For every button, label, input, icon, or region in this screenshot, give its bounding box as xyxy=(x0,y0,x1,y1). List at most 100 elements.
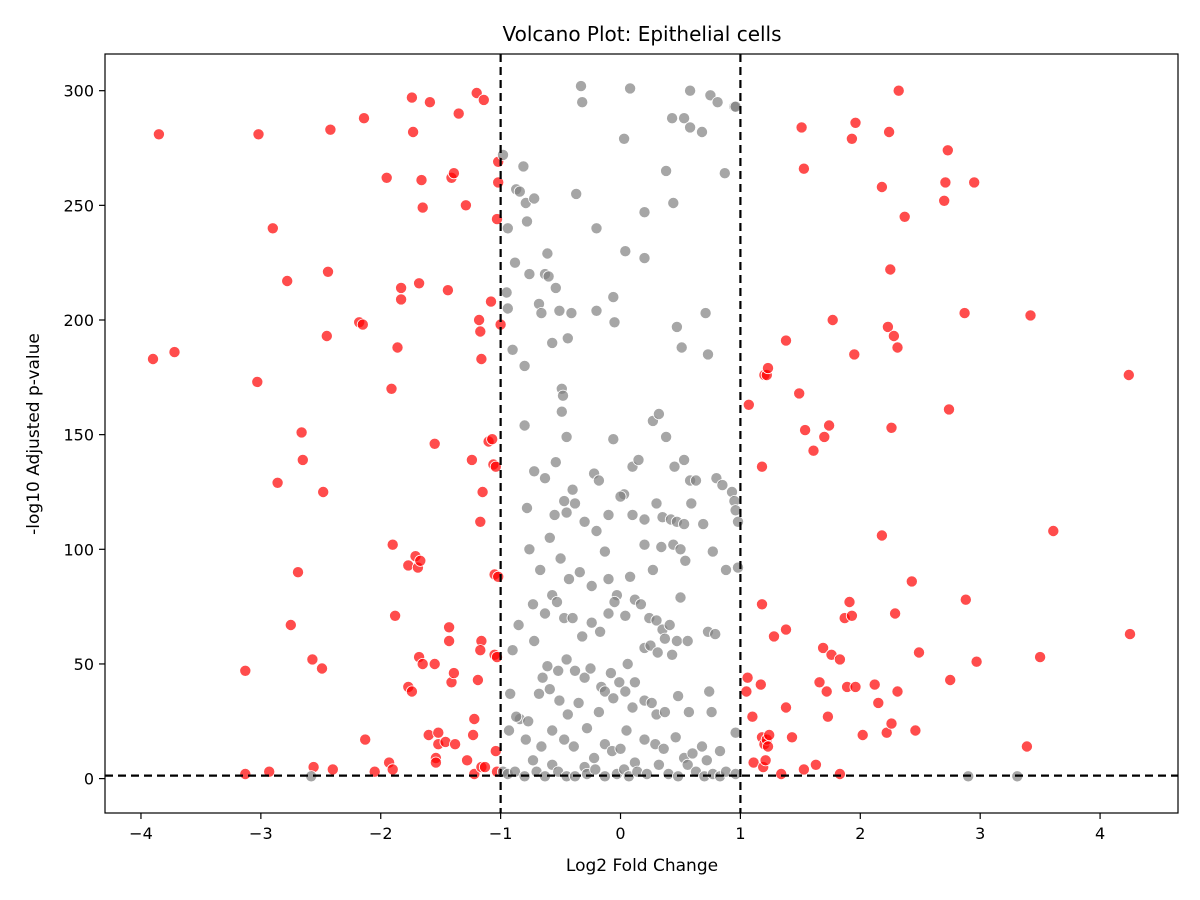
non-significant-point xyxy=(646,563,659,576)
non-significant-point xyxy=(614,742,627,755)
non-significant-point xyxy=(652,758,665,771)
significant-point xyxy=(357,112,370,125)
non-significant-point xyxy=(508,256,521,269)
non-significant-point xyxy=(549,281,562,294)
non-significant-point xyxy=(638,733,651,746)
significant-point xyxy=(478,761,491,774)
significant-point xyxy=(826,313,839,326)
significant-point xyxy=(492,570,505,583)
non-significant-point xyxy=(558,495,571,508)
non-significant-point xyxy=(613,676,626,689)
x-tick-label: −2 xyxy=(369,824,393,843)
non-significant-point xyxy=(699,307,712,320)
non-significant-point xyxy=(528,192,541,205)
significant-point xyxy=(416,201,429,214)
significant-point xyxy=(817,641,830,654)
non-significant-point xyxy=(585,616,598,629)
non-significant-point xyxy=(528,465,541,478)
plot-frame xyxy=(104,53,1179,814)
significant-point xyxy=(315,662,328,675)
non-significant-point xyxy=(539,607,552,620)
significant-point xyxy=(359,733,372,746)
non-significant-point xyxy=(590,222,603,235)
non-significant-point xyxy=(533,687,546,700)
non-significant-point xyxy=(553,694,566,707)
significant-point xyxy=(239,768,252,781)
non-significant-point xyxy=(576,96,589,109)
significant-point xyxy=(938,194,951,207)
non-significant-point xyxy=(650,614,663,627)
non-significant-point xyxy=(575,80,588,93)
non-significant-point xyxy=(705,706,718,719)
y-tick-label: 0 xyxy=(84,770,94,789)
significant-point xyxy=(891,685,904,698)
x-tick-label: 1 xyxy=(735,824,745,843)
non-significant-point xyxy=(658,706,671,719)
non-significant-point xyxy=(670,635,683,648)
significant-point xyxy=(763,729,776,742)
non-significant-point xyxy=(561,708,574,721)
significant-point xyxy=(461,754,474,767)
non-significant-point xyxy=(651,646,664,659)
significant-point xyxy=(913,646,926,659)
non-significant-point xyxy=(572,696,585,709)
significant-point xyxy=(306,653,319,666)
non-significant-point xyxy=(679,554,692,567)
significant-point xyxy=(793,387,806,400)
non-significant-point xyxy=(551,596,564,609)
non-significant-point xyxy=(608,316,621,329)
x-tick-label: 3 xyxy=(975,824,985,843)
significant-point xyxy=(892,84,905,97)
significant-point xyxy=(473,313,486,326)
threshold-lines xyxy=(105,54,1178,813)
significant-point xyxy=(386,538,399,551)
non-significant-point xyxy=(560,430,573,443)
non-significant-point xyxy=(711,96,724,109)
significant-point xyxy=(484,295,497,308)
significant-point xyxy=(1047,525,1060,538)
significant-point xyxy=(416,658,429,671)
non-significant-point xyxy=(604,667,617,680)
non-significant-point xyxy=(638,252,651,265)
significant-point xyxy=(856,729,869,742)
x-tick-label: −4 xyxy=(129,824,153,843)
non-significant-point xyxy=(697,518,710,531)
non-significant-point xyxy=(666,648,679,661)
non-significant-point xyxy=(501,302,514,315)
significant-point xyxy=(818,430,831,443)
significant-point xyxy=(271,476,284,489)
x-tick-label: 2 xyxy=(855,824,865,843)
non-significant-point xyxy=(678,453,691,466)
non-significant-point xyxy=(685,497,698,510)
non-significant-point xyxy=(588,752,601,765)
non-significant-point xyxy=(716,479,729,492)
non-significant-point xyxy=(704,89,717,102)
non-significant-point xyxy=(590,525,603,538)
non-significant-point xyxy=(660,164,673,177)
significant-point xyxy=(468,713,481,726)
non-significant-point xyxy=(607,433,620,446)
non-significant-point xyxy=(638,538,651,551)
significant-point xyxy=(868,678,881,691)
non-significant-point xyxy=(548,508,561,521)
non-significant-point xyxy=(560,506,573,519)
non-significant-point xyxy=(519,733,532,746)
significant-point xyxy=(905,575,918,588)
non-significant-point xyxy=(546,336,559,349)
non-significant-point xyxy=(655,541,668,554)
significant-point xyxy=(786,731,799,744)
significant-point xyxy=(489,745,502,758)
significant-point xyxy=(284,619,297,632)
non-significant-point xyxy=(684,121,697,134)
y-axis-ticks: 0 50 100 150 200 250 300 xyxy=(63,82,105,789)
non-significant-point xyxy=(565,307,578,320)
non-significant-point xyxy=(638,206,651,219)
significant-point xyxy=(833,653,846,666)
significant-point xyxy=(780,623,793,636)
significant-point xyxy=(281,274,294,287)
non-significant-point xyxy=(696,740,709,753)
non-significant-point xyxy=(619,245,632,258)
non-significant-point xyxy=(621,658,634,671)
significant-point xyxy=(429,756,442,769)
